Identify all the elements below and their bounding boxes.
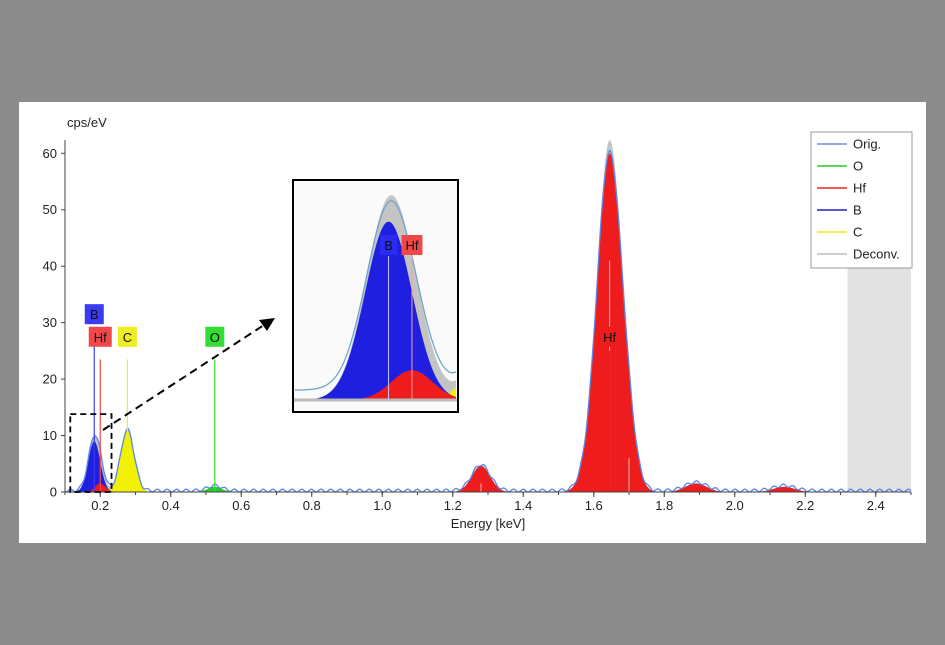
y-tick-label: 10 [43, 428, 57, 443]
inset-plot: B Hf [294, 195, 457, 402]
y-tick-label: 40 [43, 259, 57, 274]
zoom-inset: B Hf [292, 179, 459, 413]
peak-label-box [84, 304, 104, 325]
peak-label-box [117, 326, 137, 347]
y-tick-label: 60 [43, 146, 57, 161]
peak-label-text: O [210, 330, 220, 345]
legend-label: Orig. [853, 137, 881, 152]
axes-layer: 0 10 20 30 40 50 60 0.2 0.4 0.6 0.8 1.0 1.2 1.4 1.6 1.8… [43, 140, 912, 513]
y-tick-label: 50 [43, 202, 57, 217]
x-tick-label: 2.2 [796, 498, 814, 513]
x-tick-label: 0.8 [303, 498, 321, 513]
legend-label: B [853, 203, 862, 218]
x-tick-label: 2.0 [726, 498, 744, 513]
peak-label-text: B [90, 307, 99, 322]
peak-label-box [205, 326, 225, 347]
y-axis-title: cps/eV [67, 115, 107, 130]
inset-series-area-hf [295, 370, 456, 400]
legend-label: C [853, 225, 862, 240]
peaks-layer [64, 140, 912, 493]
peak-label-text: Hf [94, 330, 107, 345]
x-tick-label: 0.4 [162, 498, 180, 513]
legend: Orig. O Hf BC Deconv. [810, 131, 913, 269]
x-tick-label: 0.6 [232, 498, 250, 513]
legend-box [810, 131, 913, 269]
inset-label-text: Hf [405, 238, 418, 253]
orig-spectrum-line [64, 150, 912, 493]
x-tick-label: 0.2 [91, 498, 109, 513]
peak-label-box [598, 326, 622, 347]
inset-label-text: B [384, 238, 393, 253]
zoom-arrow-head [259, 318, 275, 331]
series-area-hf [65, 153, 911, 492]
inset-series-area-b [295, 221, 456, 400]
legend-label: Hf [853, 181, 866, 196]
legend-label: Deconv. [853, 247, 900, 262]
inset-label-box [380, 235, 398, 255]
zoom-callout [69, 318, 275, 493]
zoom-arrow-line [102, 322, 268, 431]
peak-label-text: C [123, 330, 132, 345]
x-tick-label: 1.8 [655, 498, 673, 513]
legend-label: O [853, 159, 863, 174]
x-tick-label: 1.4 [514, 498, 532, 513]
peak-marker-layer: B Hf C O Hf [84, 304, 622, 492]
deconv-envelope [65, 140, 911, 492]
peak-label-text: Hf [603, 330, 616, 345]
y-tick-label: 20 [43, 372, 57, 387]
y-tick-label: 30 [43, 315, 57, 330]
spectrum-panel: B Hf C O Hf 0 10 20 30 40 50 60 0.2 0.4 0.6 0.8 1.0 1.2 1… [19, 102, 926, 543]
inset-orig-line [295, 200, 457, 391]
x-axis-title: Energy [keV] [451, 516, 525, 531]
x-tick-label: 1.2 [444, 498, 462, 513]
inset-label-box [401, 235, 423, 255]
x-tick-label: 1.6 [585, 498, 603, 513]
peak-label-box [88, 326, 112, 347]
zoom-region-box [69, 413, 113, 493]
x-tick-label: 2.4 [867, 498, 885, 513]
spectrum-chart: B Hf C O Hf 0 10 20 30 40 50 60 0.2 0.4 0.6 0.8 1.0 1.2 1… [43, 115, 913, 531]
x-tick-label: 1.0 [373, 498, 391, 513]
y-tick-label: 0 [50, 485, 57, 500]
